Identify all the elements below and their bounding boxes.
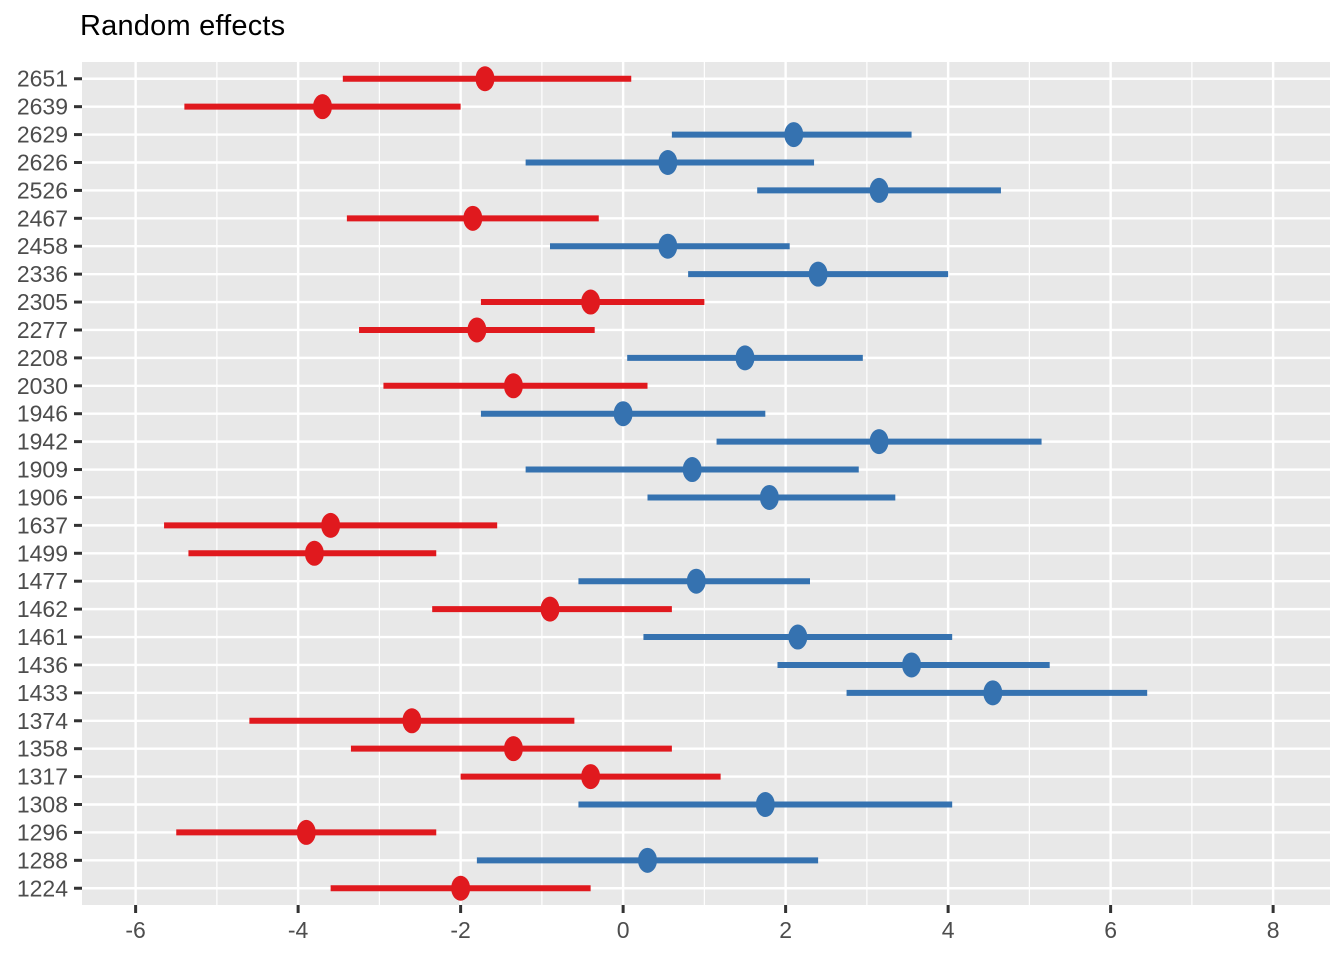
y-tick-label: 1374	[17, 708, 68, 734]
estimate-point	[581, 764, 601, 790]
y-tick-label: 1942	[17, 429, 68, 455]
y-tick-label: 2277	[17, 317, 68, 343]
y-tick-label: 1436	[17, 652, 68, 678]
y-tick-label: 2336	[17, 261, 68, 287]
estimate-point	[755, 792, 775, 818]
y-tick-label: 2030	[17, 373, 68, 399]
estimate-point	[581, 289, 601, 315]
estimate-point	[983, 680, 1003, 706]
y-tick-label: 1909	[17, 457, 68, 483]
estimate-point	[658, 233, 678, 259]
x-tick-label: -4	[288, 917, 309, 943]
estimate-point	[304, 540, 324, 566]
estimate-point	[682, 457, 702, 483]
estimate-point	[296, 819, 316, 845]
y-tick-label: 1308	[17, 792, 68, 818]
estimate-point	[869, 177, 889, 203]
x-tick-label: 2	[779, 917, 792, 943]
estimate-point	[735, 345, 755, 371]
estimate-point	[475, 66, 495, 92]
y-tick-label: 1461	[17, 624, 68, 650]
y-tick-label: 2526	[17, 177, 68, 203]
y-tick-label: 1288	[17, 847, 68, 873]
plot-title: Random effects	[80, 10, 286, 42]
x-tick-label: 6	[1104, 917, 1117, 943]
y-tick-label: 1499	[17, 540, 68, 566]
estimate-point	[759, 484, 779, 510]
y-tick-label: 2305	[17, 289, 68, 315]
y-tick-label: 2458	[17, 233, 68, 259]
estimate-point	[503, 373, 523, 399]
y-tick-label: 1224	[17, 875, 68, 901]
estimate-point	[808, 261, 828, 287]
estimate-point	[869, 429, 889, 455]
y-tick-label: 1433	[17, 680, 68, 706]
estimate-point	[788, 624, 808, 650]
estimate-point	[313, 94, 332, 120]
x-tick-label: -6	[125, 917, 145, 943]
estimate-point	[686, 568, 706, 594]
estimate-point	[451, 875, 471, 901]
y-tick-label: 1637	[17, 512, 68, 538]
estimate-point	[321, 512, 341, 538]
y-tick-label: 2626	[17, 149, 68, 175]
y-tick-label: 1462	[17, 596, 68, 622]
estimate-point	[658, 149, 678, 175]
panel-background	[82, 62, 1330, 905]
y-tick-label: 1296	[17, 819, 68, 845]
y-tick-label: 2629	[17, 122, 68, 148]
x-tick-label: 0	[617, 917, 630, 943]
estimate-point	[402, 708, 422, 734]
estimate-point	[540, 596, 560, 622]
y-tick-label: 1946	[17, 401, 68, 427]
y-tick-label: 1358	[17, 736, 68, 762]
x-tick-label: 8	[1267, 917, 1280, 943]
x-tick-label: -2	[450, 917, 470, 943]
estimate-point	[467, 317, 487, 343]
estimate-point	[902, 652, 922, 678]
y-tick-label: 2651	[17, 66, 68, 92]
y-tick-label: 1317	[17, 764, 68, 790]
estimate-point	[784, 122, 804, 148]
y-tick-label: 1477	[17, 568, 68, 594]
y-tick-label: 2639	[17, 94, 68, 120]
estimate-point	[463, 205, 483, 231]
x-tick-label: 4	[942, 917, 955, 943]
y-tick-label: 2467	[17, 205, 68, 231]
estimate-point	[503, 736, 523, 762]
estimate-point	[613, 401, 633, 427]
estimate-point	[638, 847, 657, 873]
y-tick-label: 1906	[17, 484, 68, 510]
y-tick-label: 2208	[17, 345, 68, 371]
